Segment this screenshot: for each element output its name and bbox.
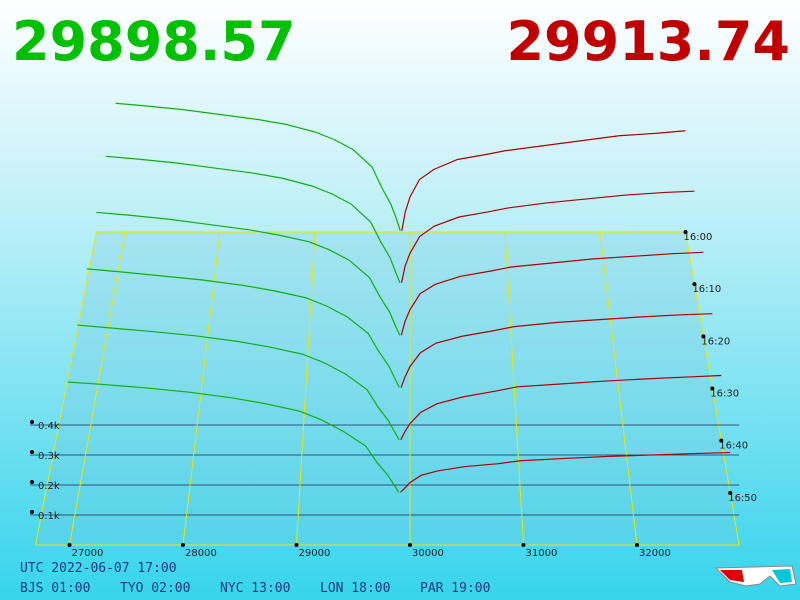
time-tick bbox=[701, 334, 706, 339]
bid-depth-line bbox=[96, 211, 401, 336]
time-tick bbox=[719, 438, 724, 443]
ask-depth-line bbox=[400, 451, 731, 493]
x-grid-line bbox=[599, 231, 638, 546]
time-label: 16:30 bbox=[710, 389, 739, 400]
time-label: 16:50 bbox=[728, 493, 757, 504]
z-tick bbox=[30, 420, 34, 424]
z-tick-label: 0.2k bbox=[38, 481, 60, 492]
x-grid-line bbox=[182, 231, 221, 546]
x-tick bbox=[294, 543, 299, 547]
time-label: 16:00 bbox=[684, 232, 713, 243]
ask-depth-line bbox=[400, 190, 695, 283]
z-tick-label: 0.3k bbox=[38, 451, 60, 462]
x-grid-line bbox=[69, 231, 126, 546]
time-tick bbox=[710, 386, 715, 391]
x-tick-label: 28000 bbox=[185, 548, 217, 559]
ask-depth-line bbox=[400, 374, 722, 441]
x-tick-label: 31000 bbox=[526, 548, 558, 559]
x-tick-label: 30000 bbox=[412, 548, 444, 559]
time-label: 16:20 bbox=[701, 336, 730, 347]
x-tick-label: 32000 bbox=[639, 548, 671, 559]
z-tick bbox=[30, 480, 34, 484]
x-tick bbox=[408, 543, 412, 547]
x-tick-label: 27000 bbox=[72, 548, 104, 559]
utc-time: UTC 2022-06-07 17:00 bbox=[20, 561, 177, 576]
time-label: 16:40 bbox=[719, 441, 748, 452]
floor-frame bbox=[34, 231, 740, 546]
time-tick bbox=[728, 490, 733, 495]
city-time: TYO 02:00 bbox=[120, 581, 190, 596]
time-label: 16:10 bbox=[692, 284, 721, 295]
z-tick bbox=[30, 450, 34, 454]
x-tick-label: 29000 bbox=[299, 548, 331, 559]
city-time: NYC 13:00 bbox=[220, 581, 290, 596]
ask-depth-line bbox=[400, 251, 704, 336]
ask-depth-line bbox=[400, 313, 713, 388]
time-tick bbox=[692, 282, 697, 287]
z-tick bbox=[30, 510, 34, 514]
x-grid-line bbox=[504, 231, 524, 546]
time-tick bbox=[683, 230, 688, 234]
glasses-icon bbox=[714, 565, 797, 587]
z-tick-label: 0.1k bbox=[38, 511, 60, 522]
x-grid-line bbox=[296, 231, 316, 546]
city-time: BJS 01:00 bbox=[20, 581, 90, 596]
bid-depth-line bbox=[86, 268, 400, 388]
x-tick bbox=[67, 543, 72, 547]
bid-depth-line bbox=[115, 102, 401, 231]
city-time: LON 18:00 bbox=[320, 581, 390, 596]
ask-depth-line bbox=[401, 130, 686, 231]
x-tick bbox=[181, 543, 185, 547]
x-tick bbox=[635, 543, 639, 547]
plot: 0.1k 0.2k 0.3k 0.4k 27000 28000 29000 30000 3100… bbox=[30, 102, 757, 559]
ask-price: 29913.74 bbox=[506, 10, 790, 73]
z-tick-label: 0.4k bbox=[38, 421, 60, 432]
x-tick bbox=[521, 543, 526, 547]
bid-depth-line bbox=[105, 155, 401, 284]
city-time: PAR 19:00 bbox=[420, 581, 490, 596]
city-times: BJS 01:00 TYO 02:00 NYC 13:00 LON 18:00 PAR … bbox=[20, 581, 490, 596]
bid-price: 29898.57 bbox=[12, 10, 296, 73]
bid-depth-line bbox=[67, 381, 400, 493]
bid-depth-line bbox=[77, 324, 400, 441]
